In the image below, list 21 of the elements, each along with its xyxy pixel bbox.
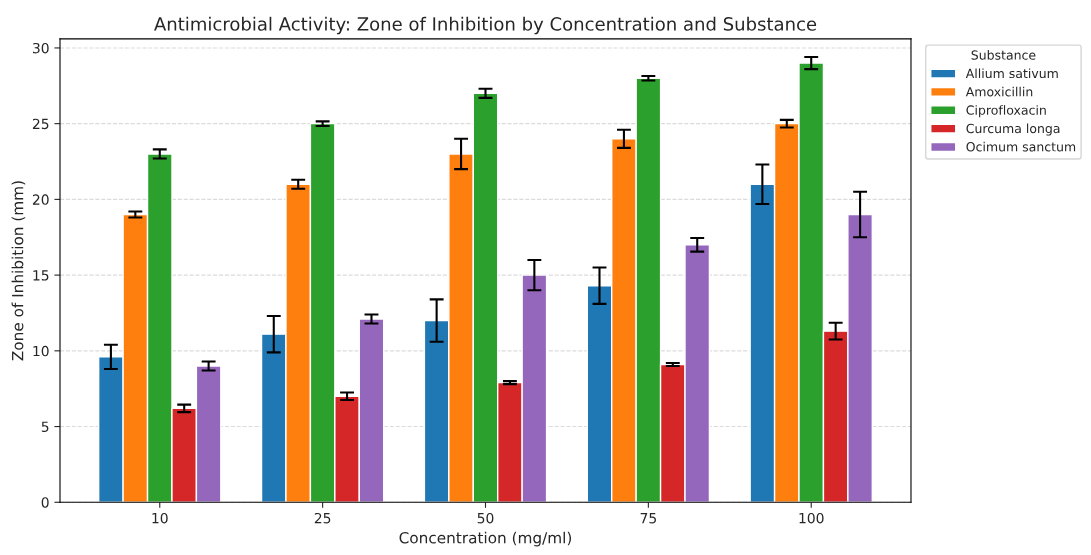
y-tick-label: 15 [33,270,49,281]
legend-label: Ciprofloxacin [966,105,1046,118]
legend-label: Curcuma longa [966,123,1060,136]
x-axis-title: Concentration (mg/ml) [399,531,572,547]
x-tick-label: 100 [799,512,824,524]
y-axis-title: Zone of Inhibition (mm) [11,181,26,361]
y-tick-label: 10 [33,345,49,357]
legend-label: Allium sativum [965,68,1058,79]
x-tick-label: 75 [640,513,656,524]
legend-label: Ocimum sanctum [966,141,1076,152]
x-tick-label: 50 [477,512,494,524]
x-tick-label: 25 [314,512,331,524]
chart-title: Antimicrobial Activity: Zone of Inhibition by Concentration and Substance [154,16,817,35]
y-tick-label: 25 [32,118,49,130]
y-tick-label: 0 [41,497,49,508]
x-tick-label: 10 [152,512,168,524]
legend-title: Substance [971,50,1036,60]
y-tick-label: 20 [32,194,49,205]
legend-label: Amoxicillin [965,86,1033,97]
y-tick-label: 5 [41,421,49,433]
y-tick-label: 30 [32,42,49,54]
